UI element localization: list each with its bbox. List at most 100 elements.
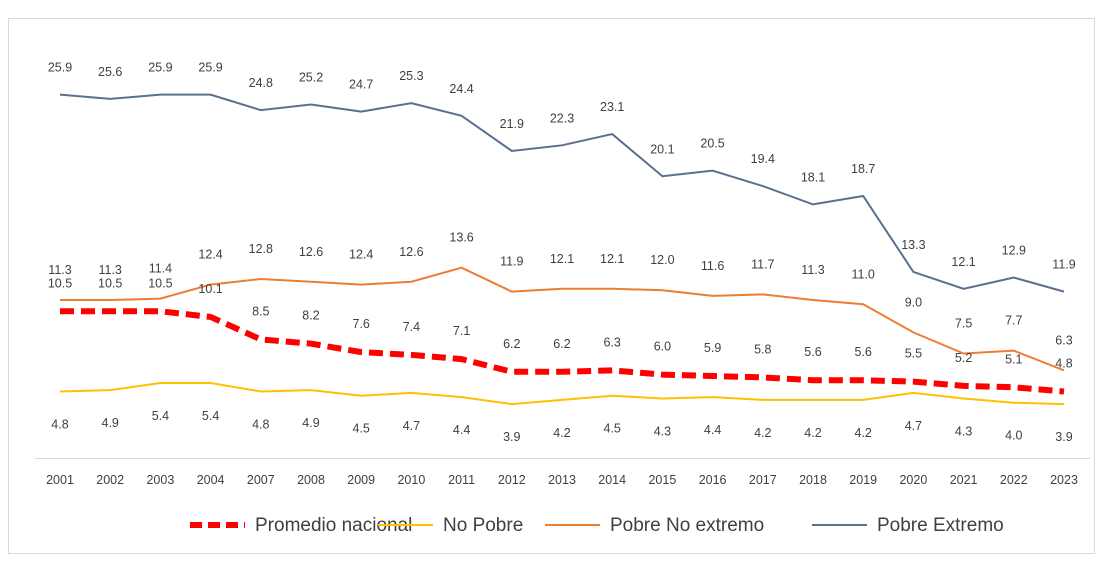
data-label: 7.1: [453, 324, 470, 338]
data-label: 4.2: [553, 426, 570, 440]
data-label: 10.5: [98, 276, 122, 290]
data-label: 4.8: [252, 417, 269, 431]
x-tick-label: 2019: [849, 473, 877, 487]
data-label: 19.4: [751, 152, 775, 166]
data-label: 7.6: [353, 317, 370, 331]
x-tick-label: 2001: [46, 473, 74, 487]
data-label: 8.2: [302, 309, 319, 323]
data-label: 5.2: [955, 351, 972, 365]
x-tick-label: 2014: [598, 473, 626, 487]
data-label: 4.5: [604, 422, 621, 436]
data-label: 25.9: [148, 61, 172, 75]
data-label: 3.9: [503, 430, 520, 444]
data-label: 11.6: [701, 259, 724, 273]
data-label: 5.6: [804, 345, 821, 359]
legend-label: Pobre Extremo: [877, 515, 1004, 536]
x-tick-label: 2018: [799, 473, 827, 487]
data-label: 4.7: [905, 419, 922, 433]
series-line: [59, 93, 1065, 293]
data-label: 4.0: [1005, 429, 1022, 443]
data-label: 5.9: [704, 341, 721, 355]
data-label: 5.5: [905, 347, 922, 361]
x-tick-label: 2011: [448, 473, 475, 487]
legend-label: Promedio nacional: [255, 515, 412, 536]
data-label: 12.0: [650, 253, 674, 267]
data-label: 7.4: [403, 320, 420, 334]
data-label: 12.1: [600, 252, 624, 266]
data-label: 12.6: [299, 245, 323, 259]
x-tick-label: 2023: [1050, 473, 1078, 487]
x-tick-label: 2008: [297, 473, 325, 487]
series-line: [60, 308, 1065, 395]
data-label: 13.3: [901, 238, 925, 252]
data-label: 12.8: [249, 242, 273, 256]
x-tick-label: 2002: [96, 473, 124, 487]
data-label: 25.9: [48, 61, 72, 75]
data-label: 12.4: [349, 248, 373, 262]
data-label: 6.2: [503, 337, 520, 351]
x-tick-label: 2017: [749, 473, 777, 487]
data-label: 11.4: [149, 262, 172, 276]
legend-label: Pobre No extremo: [610, 515, 764, 536]
data-label: 4.9: [102, 416, 119, 430]
data-label: 3.9: [1055, 430, 1072, 444]
data-label: 7.7: [1005, 314, 1022, 328]
x-tick-label: 2020: [899, 473, 927, 487]
data-label: 18.7: [851, 162, 875, 176]
data-label: 25.9: [198, 61, 222, 75]
data-label: 24.8: [249, 76, 273, 90]
x-tick-label: 2021: [950, 473, 978, 487]
x-tick-label: 2010: [397, 473, 425, 487]
data-label: 25.2: [299, 71, 323, 85]
data-label: 6.2: [553, 337, 570, 351]
data-label: 4.2: [754, 426, 771, 440]
data-label: 4.3: [955, 425, 972, 439]
data-label: 6.0: [654, 340, 671, 354]
data-label: 4.2: [855, 426, 872, 440]
data-label: 18.1: [801, 170, 825, 184]
data-label: 12.6: [399, 245, 423, 259]
data-label: 11.0: [851, 267, 874, 281]
data-label: 6.3: [604, 335, 621, 349]
data-label: 5.6: [855, 345, 872, 359]
data-label: 24.4: [449, 82, 473, 96]
x-tick-label: 2009: [347, 473, 375, 487]
data-label: 11.3: [48, 263, 71, 277]
data-label: 24.7: [349, 78, 373, 92]
data-label: 12.4: [198, 248, 222, 262]
x-tick-label: 2003: [146, 473, 174, 487]
data-label: 6.3: [1055, 333, 1072, 347]
x-tick-label: 2004: [197, 473, 225, 487]
data-label: 13.6: [449, 231, 473, 245]
data-label: 10.5: [48, 276, 72, 290]
x-tick-label: 2015: [648, 473, 676, 487]
data-label: 4.3: [654, 425, 671, 439]
data-label: 4.7: [403, 419, 420, 433]
data-label: 25.6: [98, 65, 122, 79]
data-label: 5.4: [152, 409, 169, 423]
series-line: [59, 382, 1065, 406]
data-label: 10.1: [198, 282, 222, 296]
data-label: 20.5: [700, 137, 724, 151]
series-line: [60, 266, 1065, 372]
data-label: 4.4: [453, 423, 470, 437]
data-label: 11.3: [98, 263, 121, 277]
data-label: 11.3: [801, 263, 824, 277]
data-label: 5.8: [754, 342, 771, 356]
data-label: 4.9: [302, 416, 319, 430]
data-label: 4.4: [704, 423, 721, 437]
data-label: 11.9: [1052, 258, 1075, 272]
x-tick-label: 2007: [247, 473, 275, 487]
data-label: 11.7: [751, 257, 774, 271]
data-label: 11.9: [500, 255, 523, 269]
data-label: 4.8: [1055, 356, 1072, 370]
data-label: 12.1: [550, 252, 574, 266]
data-label: 12.1: [951, 255, 975, 269]
data-label: 5.4: [202, 409, 219, 423]
data-label: 22.3: [550, 111, 574, 125]
data-label: 8.5: [252, 304, 269, 318]
x-tick-label: 2013: [548, 473, 576, 487]
legend-label: No Pobre: [443, 515, 523, 536]
data-label: 4.2: [804, 426, 821, 440]
